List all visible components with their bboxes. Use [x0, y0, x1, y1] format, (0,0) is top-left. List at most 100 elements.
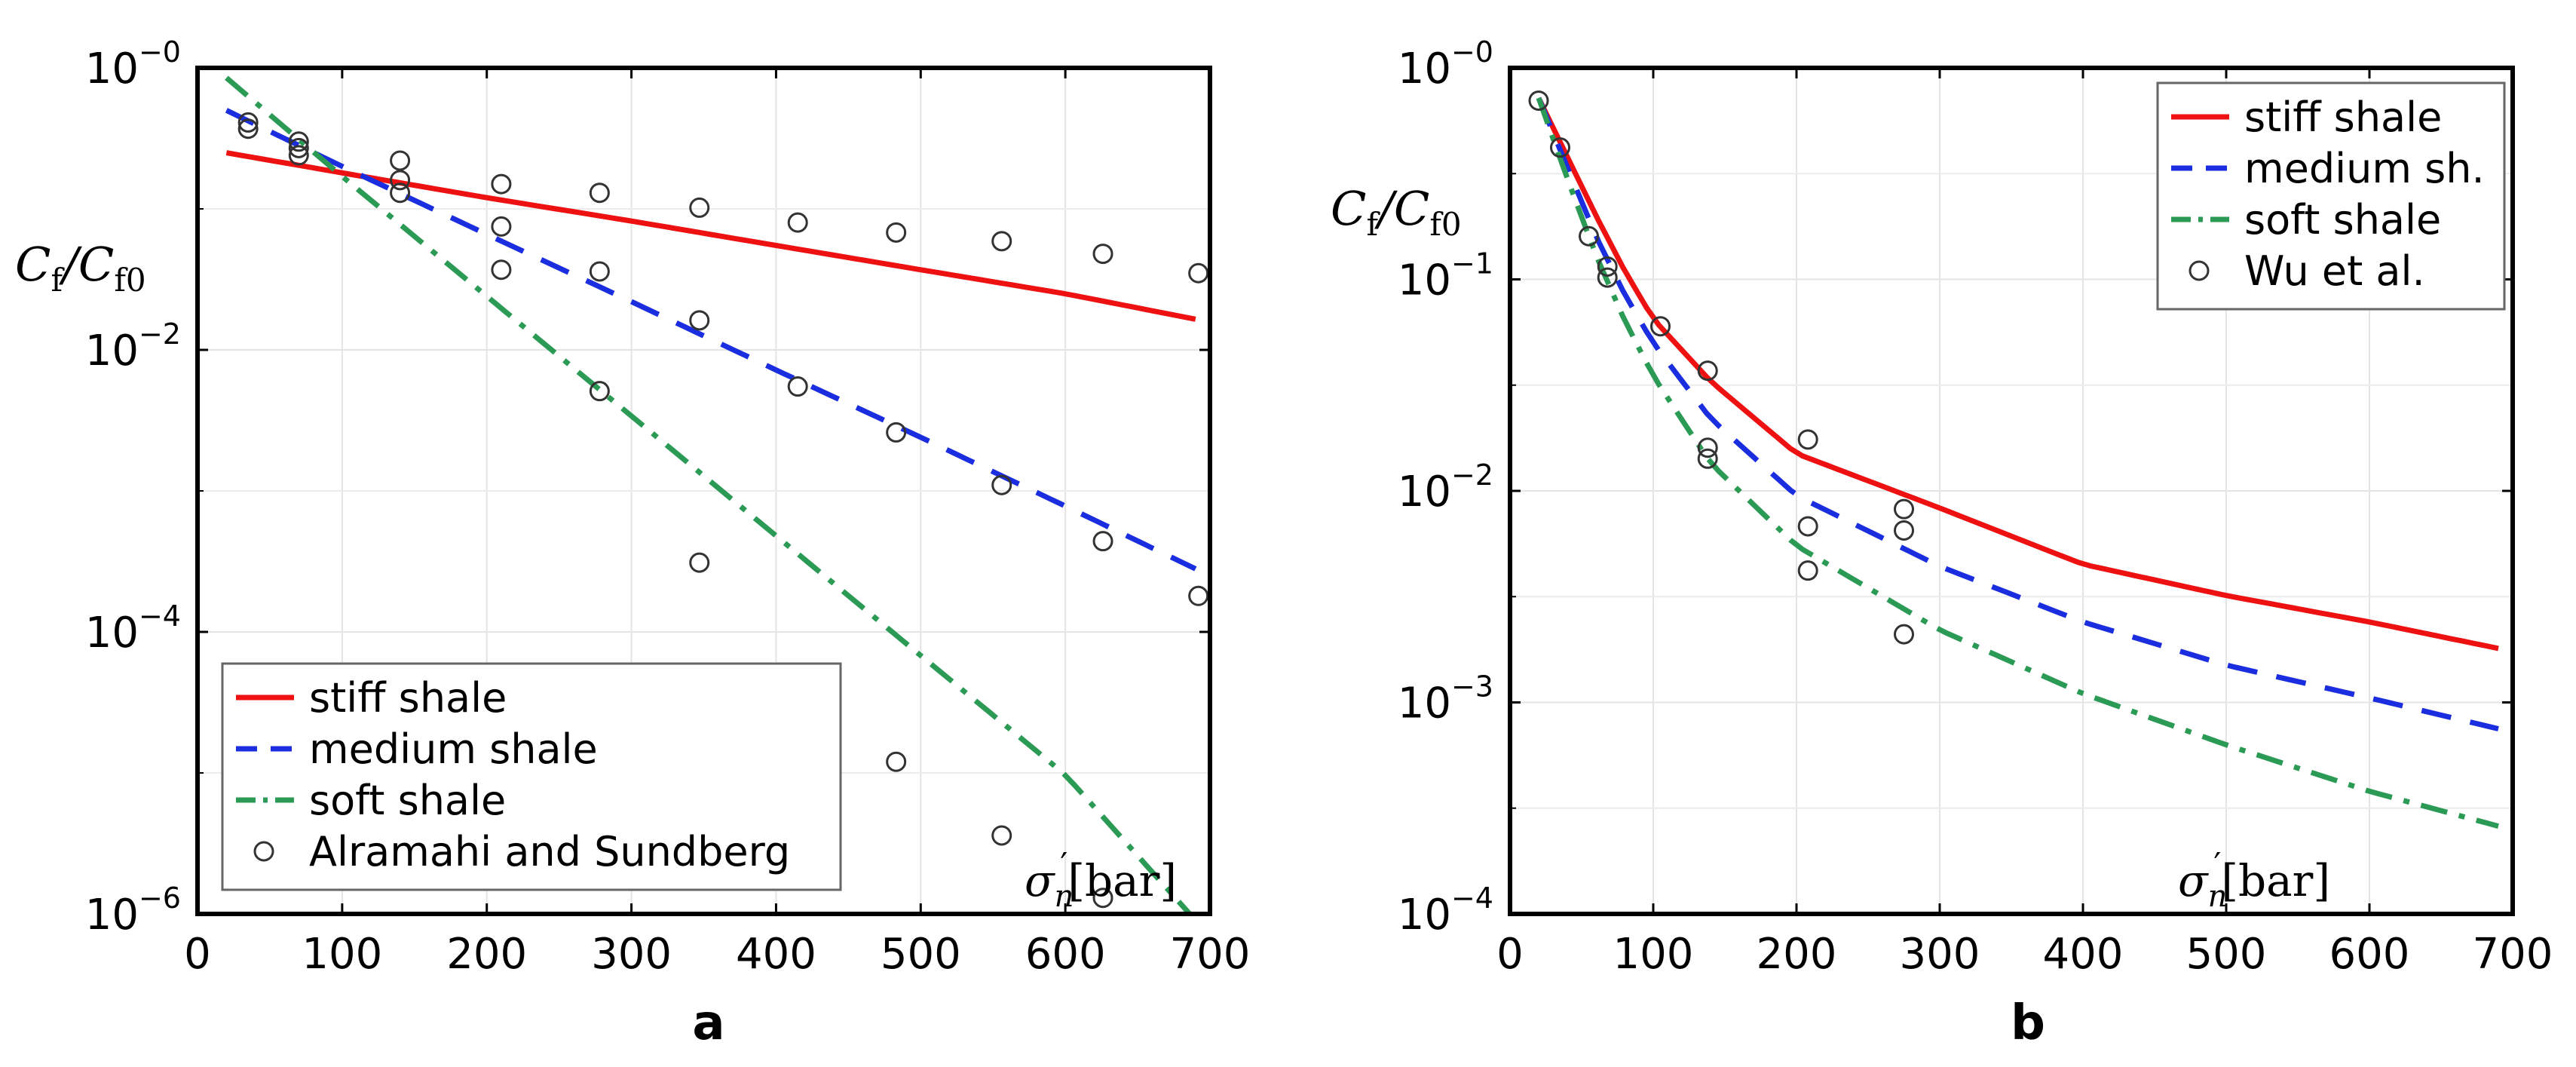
plot-frame — [195, 66, 1212, 916]
data-point-marker — [1650, 316, 1671, 337]
x-tick-label: 400 — [736, 930, 816, 979]
legend-label: Alramahi and Sundberg — [309, 828, 790, 875]
y-label-sub1: f — [51, 262, 65, 299]
x-tick-label: 100 — [302, 930, 382, 979]
data-point-marker — [991, 825, 1012, 846]
y-tick-base: 10 — [85, 44, 139, 94]
y-label-mid: /C — [1374, 181, 1429, 236]
data-point-marker — [886, 422, 907, 443]
y-tick-exponent: −0 — [139, 35, 181, 69]
x-tick-label: 700 — [2473, 930, 2553, 979]
data-point-marker — [1697, 360, 1718, 382]
y-label-main: C — [1331, 181, 1366, 236]
y-tick-label: 10−0 — [1398, 35, 1493, 94]
legend-label: medium shale — [309, 725, 598, 773]
data-point-marker — [1797, 429, 1818, 450]
data-point-marker — [1188, 585, 1209, 606]
data-point-marker — [886, 222, 907, 243]
legend-label: Wu et al. — [2244, 247, 2425, 295]
legend-marker — [253, 841, 274, 862]
y-tick-base: 10 — [1398, 891, 1451, 940]
y-tick-base: 10 — [1398, 468, 1451, 517]
y-tick-base: 10 — [1398, 679, 1451, 728]
y-label-mid: /C — [59, 237, 114, 292]
y-tick-exponent: −2 — [139, 317, 181, 351]
y-tick-label: 10−2 — [1398, 458, 1493, 517]
data-point-marker — [1697, 437, 1718, 458]
y-tick-exponent: −6 — [139, 882, 181, 915]
data-point-marker — [787, 212, 808, 233]
legend-box — [2156, 81, 2506, 311]
data-point-marker — [1697, 448, 1718, 469]
data-point-marker — [1894, 520, 1914, 541]
x-label-symbol: σ — [1025, 855, 1055, 906]
x-tick-label: 400 — [2043, 930, 2124, 979]
data-point-marker — [886, 751, 907, 772]
y-label-sub2: f0 — [114, 262, 145, 299]
x-axis-label: σn′[bar] — [2178, 846, 2330, 914]
data-point-marker — [491, 216, 512, 237]
legend-label: soft shale — [309, 777, 506, 824]
data-point-marker — [288, 131, 309, 152]
legend-marker — [2189, 260, 2210, 281]
x-tick-label: 300 — [591, 930, 672, 979]
panel-label: b — [2011, 995, 2045, 1051]
x-label-subscript: n — [1055, 879, 1074, 914]
y-label-main: C — [15, 237, 51, 292]
y-tick-base: 10 — [85, 327, 139, 376]
data-point-marker — [491, 173, 512, 195]
x-axis-label: σn′[bar] — [1025, 846, 1177, 914]
data-point-marker — [1894, 498, 1914, 520]
x-tick-label: 200 — [1757, 930, 1837, 979]
y-tick-exponent: −0 — [1451, 35, 1493, 69]
y-tick-base: 10 — [1398, 44, 1451, 94]
x-label-prime: ′ — [1060, 846, 1067, 885]
x-label-unit: [bar] — [1067, 855, 1177, 906]
data-point-marker — [1579, 225, 1599, 247]
data-point-marker — [491, 259, 512, 281]
legend-label: stiff shale — [2244, 94, 2442, 141]
y-label-sub1: f — [1366, 206, 1380, 243]
y-tick-label: 10−6 — [85, 882, 181, 940]
x-tick-label: 300 — [1900, 930, 1980, 979]
x-label-prime: ′ — [2213, 846, 2221, 885]
legend-label: soft shale — [2244, 196, 2441, 244]
data-point-marker — [390, 170, 411, 191]
y-tick-label: 10−3 — [1398, 670, 1493, 728]
plot-frame — [1508, 66, 2515, 916]
y-tick-exponent: −4 — [139, 599, 181, 633]
x-tick-label: 100 — [1613, 930, 1694, 979]
y-tick-exponent: −2 — [1451, 458, 1493, 492]
x-label-unit: [bar] — [2221, 855, 2330, 906]
legend-label: medium sh. — [2244, 145, 2485, 192]
x-tick-label: 500 — [2186, 930, 2267, 979]
x-tick-label: 0 — [184, 930, 211, 979]
x-label-subscript: n — [2208, 879, 2228, 914]
x-tick-label: 200 — [446, 930, 527, 979]
series-line-stiff-shale — [225, 150, 1196, 322]
x-tick-label: 600 — [1025, 930, 1106, 979]
data-point-marker — [991, 474, 1012, 495]
y-axis-label: Cf/Cf0 — [15, 237, 146, 299]
plot-area — [1528, 90, 2499, 829]
data-point-marker — [288, 137, 309, 158]
legend-label: stiff shale — [309, 674, 507, 722]
data-point-marker — [1894, 624, 1914, 645]
x-tick-label: 500 — [881, 930, 961, 979]
data-point-marker — [689, 310, 710, 331]
data-point-marker — [1597, 256, 1618, 277]
data-point-marker — [1188, 262, 1209, 284]
data-point-marker — [589, 381, 610, 402]
chart-panel-b: 0 100 200 300 400 500 600 70010−010−110−210−310… — [1331, 35, 2553, 1051]
y-tick-label: 10−4 — [85, 599, 181, 658]
data-point-marker — [390, 150, 411, 171]
data-point-marker — [1597, 267, 1618, 288]
data-point-marker — [1528, 90, 1549, 111]
data-point-marker — [787, 376, 808, 397]
data-point-marker — [1797, 560, 1818, 581]
y-tick-label: 10−0 — [85, 35, 181, 94]
data-point-marker — [689, 197, 710, 218]
